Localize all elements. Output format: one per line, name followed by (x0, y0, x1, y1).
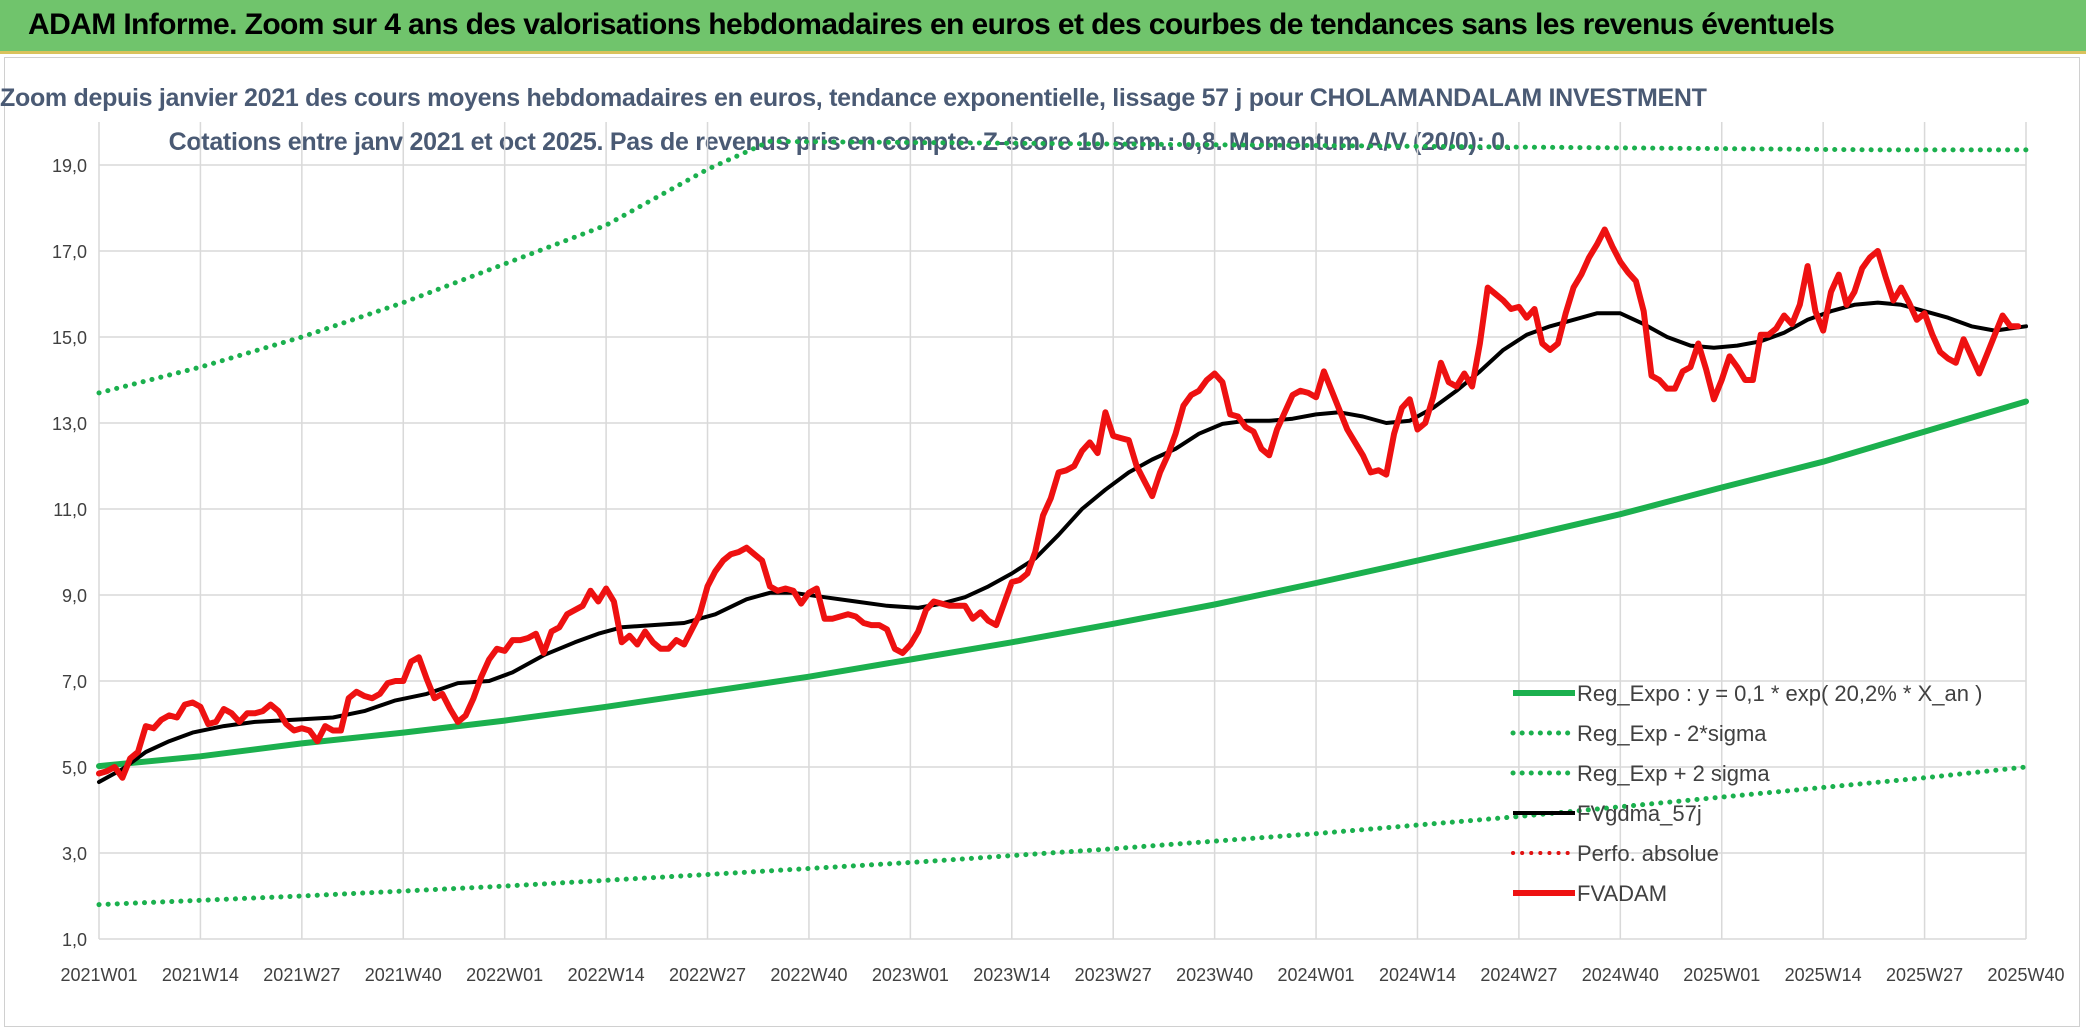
x-tick-label: 2022W14 (568, 965, 645, 985)
x-tick-label: 2021W40 (365, 965, 442, 985)
x-tick-label: 2022W40 (770, 965, 847, 985)
y-tick-label: 13,0 (52, 414, 87, 434)
y-tick-label: 17,0 (52, 242, 87, 262)
x-tick-label: 2022W27 (669, 965, 746, 985)
report-title: ADAM Informe. Zoom sur 4 ans des valoris… (28, 8, 1835, 41)
x-tick-label: 2025W14 (1785, 965, 1862, 985)
chart-frame (4, 57, 2080, 1027)
header-banner: ADAM Informe. Zoom sur 4 ans des valoris… (0, 0, 2086, 54)
y-axis-ticks: 1,0 3,0 5,0 7,0 9,0 11,0 13,0 15,0 17,0 19,0 (52, 156, 87, 950)
x-tick-label: 2023W40 (1176, 965, 1253, 985)
x-tick-label: 2024W40 (1582, 965, 1659, 985)
x-tick-label: 2022W01 (466, 965, 543, 985)
y-tick-label: 7,0 (62, 672, 87, 692)
x-tick-label: 2024W27 (1480, 965, 1557, 985)
y-tick-label: 1,0 (62, 930, 87, 950)
x-tick-label: 2023W01 (872, 965, 949, 985)
series-line (96, 226, 2022, 781)
series-line (96, 138, 2029, 396)
y-tick-label: 19,0 (52, 156, 87, 176)
x-tick-label: 2021W27 (263, 965, 340, 985)
x-tick-label: 2025W27 (1886, 965, 1963, 985)
legend-label: FVADAM (1577, 881, 1667, 906)
x-tick-label: 2023W14 (973, 965, 1050, 985)
legend-label: Perfo. absolue (1577, 841, 1719, 866)
series-line (96, 398, 2029, 770)
chart-subtitle: Cotations entre janv 2021 et oct 2025. P… (168, 128, 1512, 156)
y-tick-label: 15,0 (52, 328, 87, 348)
legend-label: Reg_Expo : y = 0,1 * exp( 20,2% * X_an ) (1577, 681, 1982, 706)
series-line (96, 764, 2029, 908)
legend-label: Reg_Exp + 2 sigma (1577, 761, 1770, 786)
x-tick-label: 2024W01 (1278, 965, 1355, 985)
y-tick-label: 9,0 (62, 586, 87, 606)
y-tick-label: 5,0 (62, 758, 87, 778)
chart-title: Zoom depuis janvier 2021 des cours moyen… (0, 84, 1707, 112)
y-tick-label: 11,0 (53, 500, 87, 520)
x-axis-ticks: 2021W01 2021W14 2021W27 2021W40 2022W01 2022W… (60, 965, 2064, 985)
legend: Reg_Expo : y = 0,1 * exp( 20,2% * X_an )… (1510, 681, 1982, 906)
series-line (97, 300, 2028, 784)
x-tick-label: 2025W01 (1683, 965, 1760, 985)
x-tick-label: 2023W27 (1075, 965, 1152, 985)
x-tick-label: 2021W14 (162, 965, 239, 985)
x-tick-label: 2021W01 (60, 965, 137, 985)
legend-label: Reg_Exp - 2*sigma (1577, 721, 1767, 746)
series-lines (96, 138, 2029, 908)
x-tick-label: 2025W40 (1987, 965, 2064, 985)
x-tick-label: 2024W14 (1379, 965, 1456, 985)
legend-label: FVgdma_57j (1577, 801, 1702, 826)
y-tick-label: 3,0 (62, 844, 87, 864)
